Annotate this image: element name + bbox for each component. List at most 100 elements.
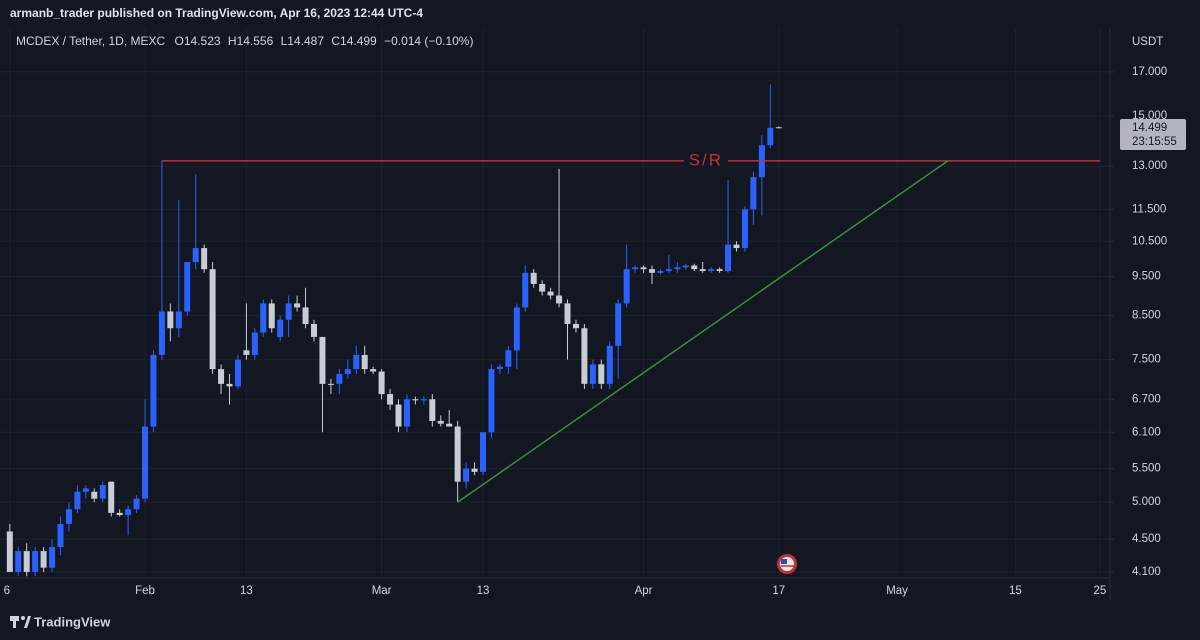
candle-body [665,269,672,271]
footer-logo[interactable]: TradingView [10,614,111,629]
y-tick-label: 15.000 [1132,110,1167,122]
event-flag[interactable] [777,554,797,574]
candle-body [387,394,394,405]
candle-body [505,350,512,367]
attribution: armanb_trader published on TradingView.c… [10,6,423,20]
candle-body [412,399,419,401]
candle-body [547,291,554,296]
candle-body [437,420,444,424]
candle-body [556,295,563,304]
ohlc-label: C [331,34,340,48]
candle-body [116,512,123,516]
candle-body [513,307,520,351]
candle-body [741,209,748,249]
logo-part[interactable] [24,616,31,628]
candle-body [344,369,351,374]
candle-body [370,369,377,372]
candle-body [530,272,537,284]
candle-body [463,468,470,482]
candle-body [319,336,326,384]
symbol: MCDEX / Tether, 1D, MEXC [16,34,165,48]
x-tick-label: May [886,585,908,597]
ohlc-value: 14.523 [184,34,221,48]
candle-body [632,267,639,270]
candle-body [251,332,258,355]
plot-area: S/R [0,28,1110,578]
candle-body [209,269,216,370]
candle-body [125,509,132,516]
candle-body [302,307,309,324]
candle-body [353,354,360,370]
logo-part[interactable] [21,616,25,620]
candle-body [581,328,588,384]
candle-body [691,265,698,270]
y-tick-label: 4.100 [1132,566,1161,578]
candle-body [589,364,596,384]
candle-body [488,369,495,433]
candle-body [133,498,140,510]
logo-part[interactable] [13,621,16,628]
candle-body [15,551,22,572]
candle-body [32,551,39,572]
candle-body [201,248,208,270]
x-tick-label: 15 [1009,585,1022,597]
y-tick-label: 7.500 [1132,354,1161,366]
candle-body [49,547,56,568]
y-tick-label: 6.700 [1132,393,1161,405]
candle-body [311,323,318,337]
candle-body [150,354,157,427]
x-tick-label: Mar [372,585,392,597]
candle-body [725,244,732,271]
logo-part[interactable] [10,616,19,621]
candle-body [750,177,757,210]
last-price: 14.499 [1132,122,1167,134]
candle-body [158,311,165,355]
candle-body [564,303,571,324]
candle-body [446,423,453,427]
ohlc-label: H [228,34,237,48]
candle-body [716,269,723,271]
annotation-label-bg [683,152,728,169]
candle-body [277,319,284,337]
symbol-header: MCDEX / Tether, 1D, MEXC O14.523 H14.556… [16,34,473,48]
y-tick-label: 5.500 [1132,463,1161,475]
candle-body [268,303,275,329]
currency: USDT [1132,36,1163,48]
y-tick-label: 8.500 [1132,310,1161,322]
footer-brand[interactable]: TradingView [34,614,111,629]
candle-body [23,551,30,572]
candle-body [649,269,656,273]
candle-body [640,267,647,270]
ohlc-value: 14.499 [340,34,377,48]
candle-body [598,364,605,384]
candle-body [572,323,579,329]
y-tick-label: 17.000 [1132,66,1167,78]
candle-body [40,551,47,568]
ohlc-label: O [175,34,184,48]
candle-body [243,350,250,355]
candle-body [260,303,267,333]
y-tick-label: 6.100 [1132,426,1161,438]
candle-body [775,127,782,129]
candle-body [361,354,368,370]
candle-body [480,432,487,472]
candle-body [708,269,715,271]
candle-body [403,399,410,427]
x-tick-label: Apr [635,585,653,597]
candle-body [539,283,546,292]
x-tick-label: 13 [240,585,253,597]
annotation-label: S/R [689,150,723,169]
y-tick-label: 5.000 [1132,496,1161,508]
candle-body [57,523,64,548]
y-tick-label: 10.500 [1132,235,1167,247]
candle-body [82,488,89,492]
x-tick-label: Feb [135,585,155,597]
candle-body [175,311,182,329]
candle-body [454,426,461,482]
candle-body [429,399,436,421]
ohlc-label: L [281,34,288,48]
x-tick-label: 13 [477,585,490,597]
countdown: 23:15:55 [1132,136,1177,148]
candle-body [99,485,106,499]
